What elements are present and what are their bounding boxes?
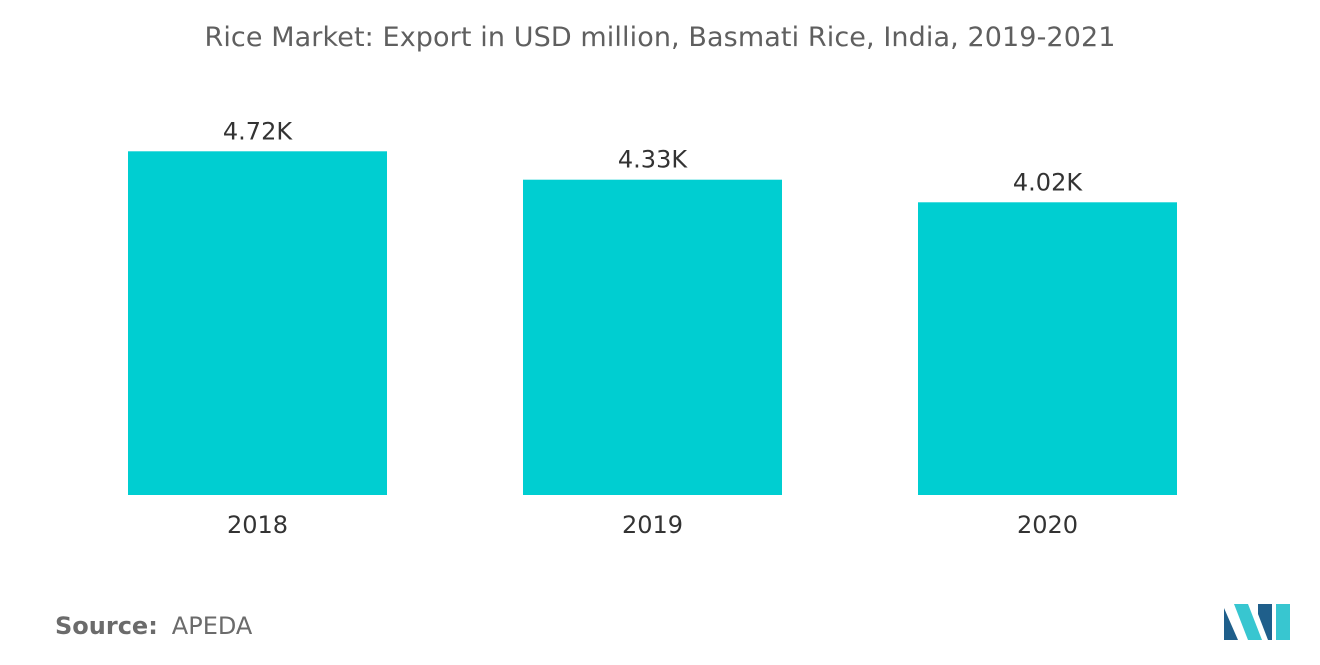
x-tick-label-2018: 2018 [227, 511, 288, 539]
source-label: Source: [55, 612, 158, 640]
bars-group [128, 151, 1177, 496]
data-label-2020: 4.02K [1013, 168, 1083, 196]
logo-shape-mid-right [1258, 604, 1272, 640]
mordor-intelligence-logo-icon [1224, 604, 1290, 640]
x-tick-labels-group: 2018 2019 2020 [227, 511, 1078, 539]
chart-title: Rice Market: Export in USD million, Basm… [204, 22, 1116, 53]
bar-2019 [523, 179, 782, 495]
data-label-2018: 4.72K [223, 117, 293, 145]
logo-shape-right [1276, 604, 1290, 640]
logo-shape-left [1224, 608, 1238, 640]
bar-chart: 4.72K 4.33K 4.02K 2018 2019 2020 [128, 117, 1177, 539]
bar-2018 [128, 151, 387, 496]
data-label-2019: 4.33K [618, 146, 688, 174]
x-tick-label-2019: 2019 [622, 511, 683, 539]
logo-shape-mid-left [1234, 604, 1262, 640]
source-value: APEDA [171, 612, 253, 640]
source-note: Source: APEDA [55, 612, 252, 640]
data-labels-group: 4.72K 4.33K 4.02K [223, 117, 1083, 196]
x-tick-label-2020: 2020 [1017, 511, 1078, 539]
bar-2020 [918, 202, 1177, 496]
